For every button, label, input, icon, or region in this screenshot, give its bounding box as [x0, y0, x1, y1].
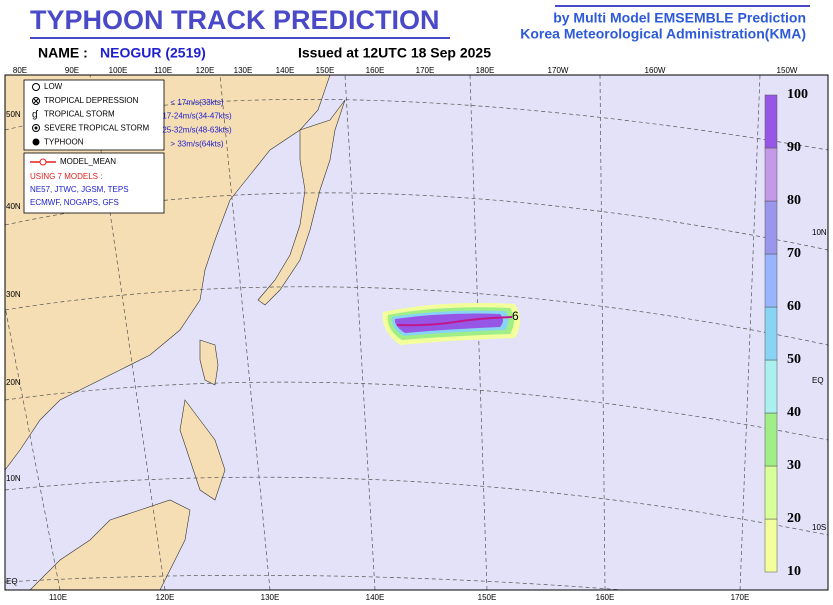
legend-label: TYPHOON [44, 137, 84, 146]
title: TYPHOON TRACK PREDICTION [30, 5, 440, 35]
models-legend [23, 152, 165, 214]
legend-range: 25-32m/s(48-63kts) [162, 126, 232, 135]
lon-label: 170E [731, 593, 750, 602]
legend-label: NE57, JTWC, JGSM, TEPS [30, 185, 129, 194]
colorbar-label: 50 [787, 352, 801, 367]
lat-label: 30N [6, 290, 21, 299]
lon-label: 150E [316, 66, 335, 75]
lat-label: 10N [6, 474, 21, 483]
legend-label: SEVERE TROPICAL STORM [44, 124, 150, 133]
colorbar-segment [764, 359, 778, 414]
colorbar-segment [764, 94, 778, 149]
legend-label: TROPICAL STORM [44, 110, 115, 119]
colorbar-label: 100 [787, 87, 808, 102]
legend-range: 17-24m/s(34-47kts) [162, 112, 232, 121]
legend-label: USING 7 MODELS : [30, 172, 102, 181]
lon-label: 170W [548, 66, 569, 75]
colorbar-segment [764, 306, 778, 361]
credit: by Multi Model EMSEMBLE Prediction [553, 10, 806, 26]
typhoon-name: NEOGUR (2519) [100, 45, 206, 61]
colorbar-label: 10 [787, 564, 801, 579]
lon-label: 170E [416, 66, 435, 75]
lon-label: 160W [645, 66, 666, 75]
lat-label: 10S [812, 523, 826, 532]
issued: Issued at 12UTC 18 Sep 2025 [298, 45, 491, 61]
legend-range: > 33m/s(64kts) [170, 139, 223, 148]
legend-label: LOW [44, 82, 63, 91]
lon-label: 160E [596, 593, 615, 602]
colorbar-segment [764, 518, 778, 573]
colorbar-label: 70 [787, 246, 801, 261]
intensity-legend: ɠ [23, 79, 165, 151]
lon-label: 180E [476, 66, 495, 75]
colorbar-label: 90 [787, 140, 801, 155]
legend-range: < 17m/s(33kts) [170, 98, 223, 107]
name-label: NAME : [38, 45, 88, 61]
lat-label: 40N [6, 202, 21, 211]
lon-label: 160E [366, 66, 385, 75]
lat-label: EQ [6, 577, 18, 586]
lon-label: 140E [366, 593, 385, 602]
colorbar-label: 40 [787, 405, 801, 420]
colorbar-label: 80 [787, 193, 801, 208]
colorbar-segment [764, 200, 778, 255]
colorbar-segment [764, 147, 778, 202]
colorbar-segment [764, 412, 778, 467]
credit: Korea Meteorological Administration(KMA) [520, 26, 806, 42]
lat-label: EQ [812, 376, 824, 385]
lon-label: 110E [154, 66, 172, 75]
legend-label: MODEL_MEAN [60, 157, 116, 166]
lon-label: 130E [261, 593, 280, 602]
lon-label: 150W [777, 66, 798, 75]
lon-label: 90E [65, 66, 79, 75]
colorbar-segment [764, 253, 778, 308]
typhoon-symbol: 6 [512, 309, 519, 323]
lon-label: 120E [156, 593, 175, 602]
colorbar: 10 20 30 40 50 60 70 80 90 100 [764, 87, 808, 579]
lat-label: 50N [6, 110, 21, 119]
svg-text:ɠ: ɠ [32, 110, 39, 121]
legend-label: TROPICAL DEPRESSION [44, 96, 139, 105]
colorbar-label: 60 [787, 299, 801, 314]
legend-label: ECMWF, NOGAPS, GFS [30, 198, 119, 207]
colorbar-segment [764, 465, 778, 520]
colorbar-label: 20 [787, 511, 801, 526]
lon-label: 80E [13, 66, 27, 75]
lon-label: 140E [276, 66, 295, 75]
ensemble-probability: 6 [382, 303, 520, 345]
lon-label: 110E [49, 593, 67, 602]
lon-label: 130E [234, 66, 253, 75]
lon-label: 100E [109, 66, 128, 75]
lon-label: 120E [196, 66, 215, 75]
lat-label: 10N [812, 228, 827, 237]
colorbar-label: 30 [787, 458, 801, 473]
lat-label: 20N [6, 378, 21, 387]
lon-label: 150E [478, 593, 497, 602]
